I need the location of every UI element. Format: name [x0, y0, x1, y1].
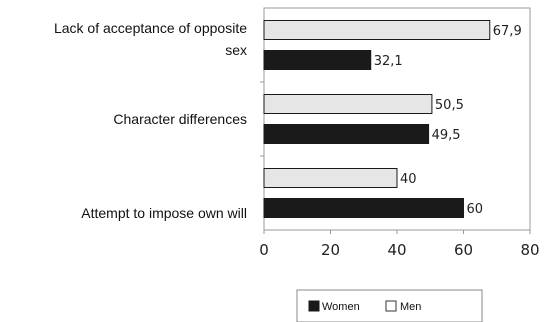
data-label-men-1: 50,5 — [435, 98, 464, 113]
legend-label-women: Women — [322, 301, 360, 313]
data-label-women-1: 49,5 — [432, 128, 461, 143]
legend: Women Men — [296, 289, 483, 322]
bar-men-1 — [263, 94, 433, 114]
legend-label-men: Men — [400, 301, 421, 313]
data-labels: 67,9 32,1 50,5 49,5 40 60 — [374, 24, 522, 217]
category-labels: Lack of acceptance of opposite sex Charact… — [54, 20, 247, 221]
legend-swatch-women — [308, 300, 320, 312]
category-label-1: Character differences — [113, 111, 247, 127]
x-tick-label: 80 — [520, 241, 539, 259]
bar-men-2 — [263, 168, 398, 188]
bar-men-0 — [263, 20, 491, 40]
bar-women-1 — [263, 124, 430, 144]
bar-women-2 — [263, 198, 464, 218]
data-label-men-2: 40 — [400, 172, 417, 187]
data-label-women-0: 32,1 — [374, 54, 403, 69]
x-tick-label: 20 — [321, 241, 340, 259]
category-label-2: Attempt to impose own will — [81, 205, 247, 221]
category-label-0: Lack of acceptance of opposite — [54, 20, 247, 36]
x-tick-label: 0 — [259, 241, 269, 259]
legend-swatch-men — [385, 300, 397, 312]
category-label-0: sex — [225, 42, 247, 58]
bars — [263, 20, 491, 218]
x-tick-label: 60 — [454, 241, 473, 259]
data-label-women-2: 60 — [467, 202, 484, 217]
data-label-men-0: 67,9 — [493, 24, 522, 39]
plot-frame — [263, 7, 531, 231]
x-axis: 0 20 40 60 80 — [259, 81, 540, 259]
bar-women-0 — [263, 50, 372, 70]
x-tick-label: 40 — [387, 241, 406, 259]
